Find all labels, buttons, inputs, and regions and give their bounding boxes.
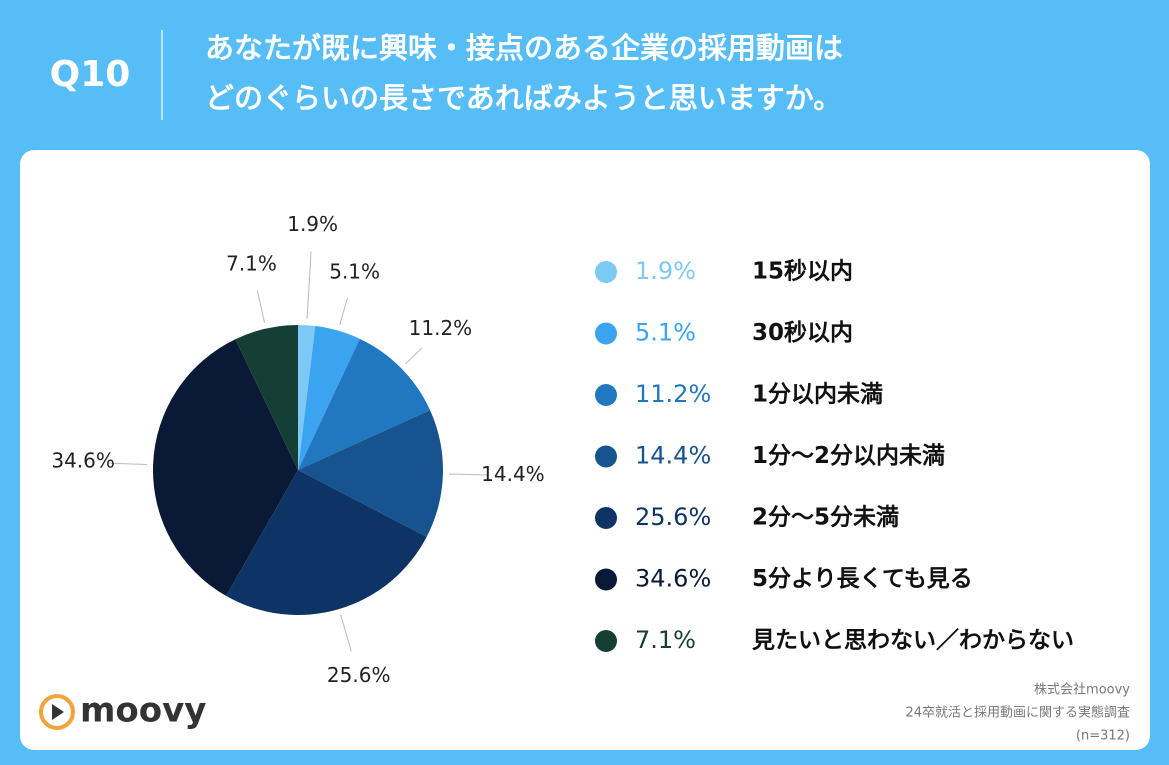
leader-line <box>340 614 352 652</box>
legend-label: 2分〜5分未満 <box>752 505 899 531</box>
data-label: 25.6% <box>327 663 391 687</box>
data-label: 34.6% <box>51 449 115 473</box>
legend-swatch <box>595 568 617 591</box>
legend-swatch <box>595 322 617 345</box>
legend-label: 15秒以内 <box>752 259 853 285</box>
logo-icon <box>39 694 75 730</box>
chart-title: どのぐらいの長さであればみようと思いますか。 <box>205 81 842 115</box>
pie-slice <box>298 325 316 470</box>
legend-value: 14.4% <box>635 442 711 470</box>
leader-line <box>306 251 312 320</box>
legend-value: 1.9% <box>635 257 696 285</box>
source: (n=312) <box>1076 729 1130 744</box>
pie-slice <box>235 325 298 470</box>
question-number: Q10 <box>50 54 131 95</box>
leader-line <box>339 297 348 326</box>
pie-slice <box>298 326 360 470</box>
legend-label: 見たいと思わない／わからない <box>752 627 1074 654</box>
leader-line <box>256 290 266 323</box>
data-label: 7.1% <box>226 252 277 276</box>
data-label: 5.1% <box>329 259 380 283</box>
legend-swatch <box>595 384 617 406</box>
legend-swatch <box>595 507 617 529</box>
pie-slice <box>298 338 431 470</box>
legend-value: 34.6% <box>635 565 711 593</box>
source: 24卒就活と採用動画に関する実態調査 <box>905 705 1130 721</box>
logo-icon <box>52 704 64 720</box>
chart-title: あなたが既に興味・接点のある企業の採用動画は <box>205 31 843 65</box>
leader-line <box>109 462 148 466</box>
logo: moovy <box>80 691 206 731</box>
legend-swatch <box>595 630 617 652</box>
legend-value: 5.1% <box>635 319 696 347</box>
data-label: 11.2% <box>409 316 473 340</box>
legend-label: 30秒以内 <box>752 320 853 346</box>
pie-slice <box>153 339 298 596</box>
pie-slice <box>226 470 427 615</box>
legend-label: 1分〜2分以内未満 <box>752 443 945 469</box>
leader-line <box>448 473 487 476</box>
legend-value: 25.6% <box>635 503 711 531</box>
data-label: 1.9% <box>287 212 338 236</box>
legend-label: 1分以内未満 <box>752 382 883 408</box>
legend-value: 7.1% <box>635 626 696 654</box>
legend-swatch <box>595 445 617 468</box>
data-label: 14.4% <box>481 462 545 486</box>
source: 株式会社moovy <box>1034 682 1130 698</box>
leader-line <box>405 347 423 365</box>
legend-value: 11.2% <box>635 380 711 408</box>
legend-swatch <box>595 261 617 283</box>
pie-slice <box>298 410 443 537</box>
legend-label: 5分より長くても見る <box>752 566 973 592</box>
